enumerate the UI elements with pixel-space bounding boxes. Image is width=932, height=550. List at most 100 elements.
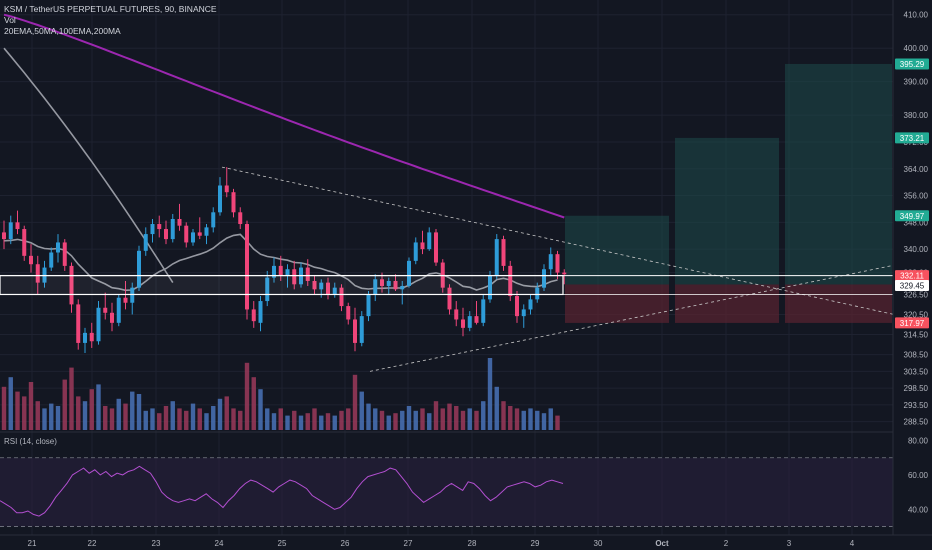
time-label-13: 4: [850, 539, 855, 548]
candle-body-14: [96, 307, 101, 342]
candle-body-45: [305, 267, 310, 281]
time-label-5: 26: [341, 539, 350, 548]
volume-bar-29: [197, 408, 202, 430]
price-tag-label-1: 373.21: [900, 134, 925, 143]
volume-bar-11: [76, 396, 81, 430]
candle-body-51: [346, 306, 351, 320]
price-tag-2: 349.97: [895, 210, 929, 222]
volume-bar-8: [55, 406, 61, 430]
candle-body-36: [245, 224, 249, 310]
volume-bar-74: [501, 401, 506, 430]
target-box-1: [675, 137, 779, 285]
volume-bar-9: [62, 379, 67, 430]
candle-body-82: [555, 254, 560, 273]
time-label-8: 29: [531, 539, 540, 548]
price-tag-bg-4: [895, 279, 929, 291]
volume-bar-72: [487, 358, 493, 430]
volume-bar-5: [35, 401, 40, 430]
rsi-pane: [0, 431, 932, 527]
candle-body-7: [49, 252, 54, 268]
candle-body-63: [427, 232, 432, 250]
volume-bar-69: [467, 408, 472, 430]
volume-bar-19: [130, 391, 135, 430]
descending-trendline: [221, 166, 932, 324]
candle-body-60: [407, 260, 411, 286]
volume-bar-10: [69, 367, 74, 430]
stop-box-0: [565, 284, 669, 323]
volume-bar-64: [433, 401, 439, 430]
candle-body-29: [197, 232, 202, 236]
volume-bar-18: [123, 403, 128, 430]
volume-legend[interactable]: Vol: [4, 15, 16, 25]
candle-body-5: [35, 264, 40, 283]
candle-body-11: [76, 304, 81, 343]
price-axis[interactable]: 410.00400.00390.00380.00372.00364.00356.…: [892, 0, 932, 550]
volume-bar-47: [319, 415, 324, 430]
time-axis[interactable]: 21 22 23 24 25 26 27 28 29 30 Oct 2 3 4: [0, 534, 932, 550]
volume-bar-31: [211, 406, 216, 430]
candle-body-46: [312, 280, 317, 290]
rsi-legend[interactable]: RSI (14, close): [4, 437, 57, 446]
rsi-tick-2: 40.00: [908, 505, 929, 514]
time-label-0: 21: [28, 539, 37, 548]
volume-bar-55: [373, 408, 378, 430]
price-tag-5: 317.97: [895, 317, 929, 329]
price-tick-7: 348.00: [904, 218, 929, 227]
volume-bar-82: [555, 415, 560, 430]
candle-body-81: [548, 254, 553, 270]
volume-bar-44: [298, 415, 304, 430]
price-tick-10: 326.50: [904, 290, 929, 299]
volume-bar-45: [305, 413, 310, 430]
candle-body-22: [150, 224, 155, 235]
candle-body-35: [238, 212, 243, 225]
rsi-tick-0: 80.00: [908, 437, 929, 446]
volume-bar-33: [224, 396, 229, 430]
volume-bar-23: [157, 413, 162, 430]
candle-body-67: [454, 309, 459, 320]
candle-body-38: [258, 301, 263, 323]
candle-body-20: [137, 250, 141, 288]
price-tag-label-2: 349.97: [900, 212, 925, 221]
volume-bar-28: [190, 403, 196, 430]
price-tag-0: 395.29: [895, 58, 929, 70]
candle-body-48: [326, 282, 330, 295]
volume-bar-70: [474, 410, 479, 430]
volume-bar-14: [96, 384, 101, 430]
volume-bar-59: [400, 410, 405, 430]
candle-body-80: [542, 269, 546, 288]
candle-body-16: [110, 312, 114, 323]
volume-bar-1: [8, 377, 13, 430]
price-tag-bg-1: [895, 132, 929, 144]
symbol-title[interactable]: KSM / TetherUS PERPETUAL FUTURES, 90, BI…: [4, 4, 217, 14]
candle-body-52: [353, 319, 357, 343]
volume-bar-65: [440, 408, 445, 430]
volume-bar-67: [454, 406, 459, 430]
candle-body-30: [204, 227, 209, 236]
volume-bar-32: [217, 398, 223, 430]
volume-bar-30: [204, 413, 209, 430]
volume-bar-80: [541, 413, 547, 430]
range-box: [0, 274, 564, 296]
volume-bar-51: [346, 408, 351, 430]
time-label-2: 23: [152, 539, 161, 548]
candle-body-18: [123, 297, 128, 303]
volume-bar-41: [278, 408, 283, 430]
price-tag-1: 373.21: [895, 132, 929, 144]
volume-bar-56: [379, 410, 385, 430]
volume-bar-46: [312, 408, 317, 430]
candle-body-61: [413, 242, 418, 261]
candle-body-69: [467, 316, 472, 328]
volume-bar-34: [231, 408, 236, 430]
stop-box-1: [675, 284, 779, 323]
candle-body-47: [319, 282, 324, 290]
price-tag-4: 329.45: [895, 279, 929, 291]
volume-bar-52: [352, 374, 358, 430]
candle-body-42: [285, 269, 290, 276]
candle-body-56: [380, 279, 384, 286]
candle-body-57: [386, 280, 391, 286]
ma-legend[interactable]: 20EMA,50MA,100EMA,200MA: [4, 26, 121, 36]
time-label-7: 28: [468, 539, 477, 548]
price-tick-0: 410.00: [904, 11, 929, 20]
volume-bar-21: [143, 410, 148, 430]
